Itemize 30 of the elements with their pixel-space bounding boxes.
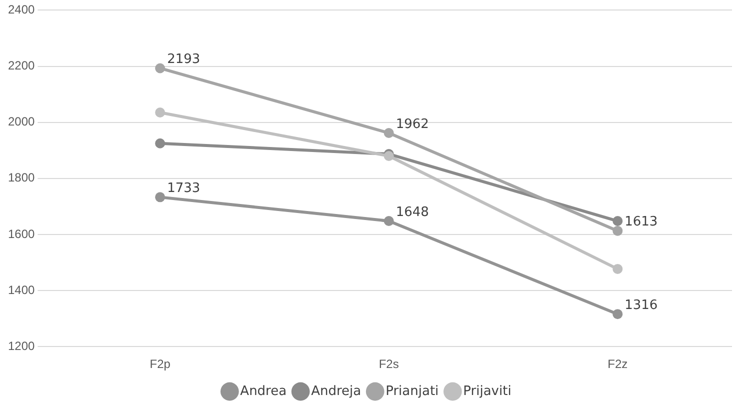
point — [384, 216, 394, 226]
data-label: 1648 — [396, 204, 429, 220]
legend-label: Andreja — [311, 384, 362, 399]
point — [155, 63, 166, 74]
point — [612, 264, 623, 274]
point — [155, 138, 166, 148]
data-label: 1613 — [624, 214, 658, 230]
legend-label: Prijaviti — [463, 384, 512, 399]
point — [384, 128, 394, 138]
point — [612, 216, 623, 226]
legend-label: Prianjati — [386, 384, 439, 399]
point — [155, 108, 166, 118]
y-tick-label: 2400 — [8, 2, 36, 17]
data-label: 2193 — [167, 52, 200, 68]
y-tick-label: 1600 — [8, 226, 36, 241]
data-label: 1962 — [396, 116, 429, 132]
x-tick-label: F2s — [378, 357, 399, 372]
x-tick-label: F2p — [150, 357, 171, 372]
y-tick-label: 1800 — [8, 170, 36, 185]
data-label: 1316 — [624, 298, 658, 313]
y-tick-label: 2200 — [8, 58, 36, 73]
data-label: 1733 — [167, 181, 200, 196]
y-tick-label: 1400 — [8, 282, 36, 297]
legend-label: Andrea — [240, 384, 287, 399]
point — [612, 309, 623, 320]
point — [155, 192, 166, 202]
y-tick-label: 2000 — [8, 114, 36, 129]
point — [612, 226, 623, 236]
y-tick-label: 1200 — [8, 338, 36, 353]
x-tick-label: F2z — [608, 357, 628, 372]
